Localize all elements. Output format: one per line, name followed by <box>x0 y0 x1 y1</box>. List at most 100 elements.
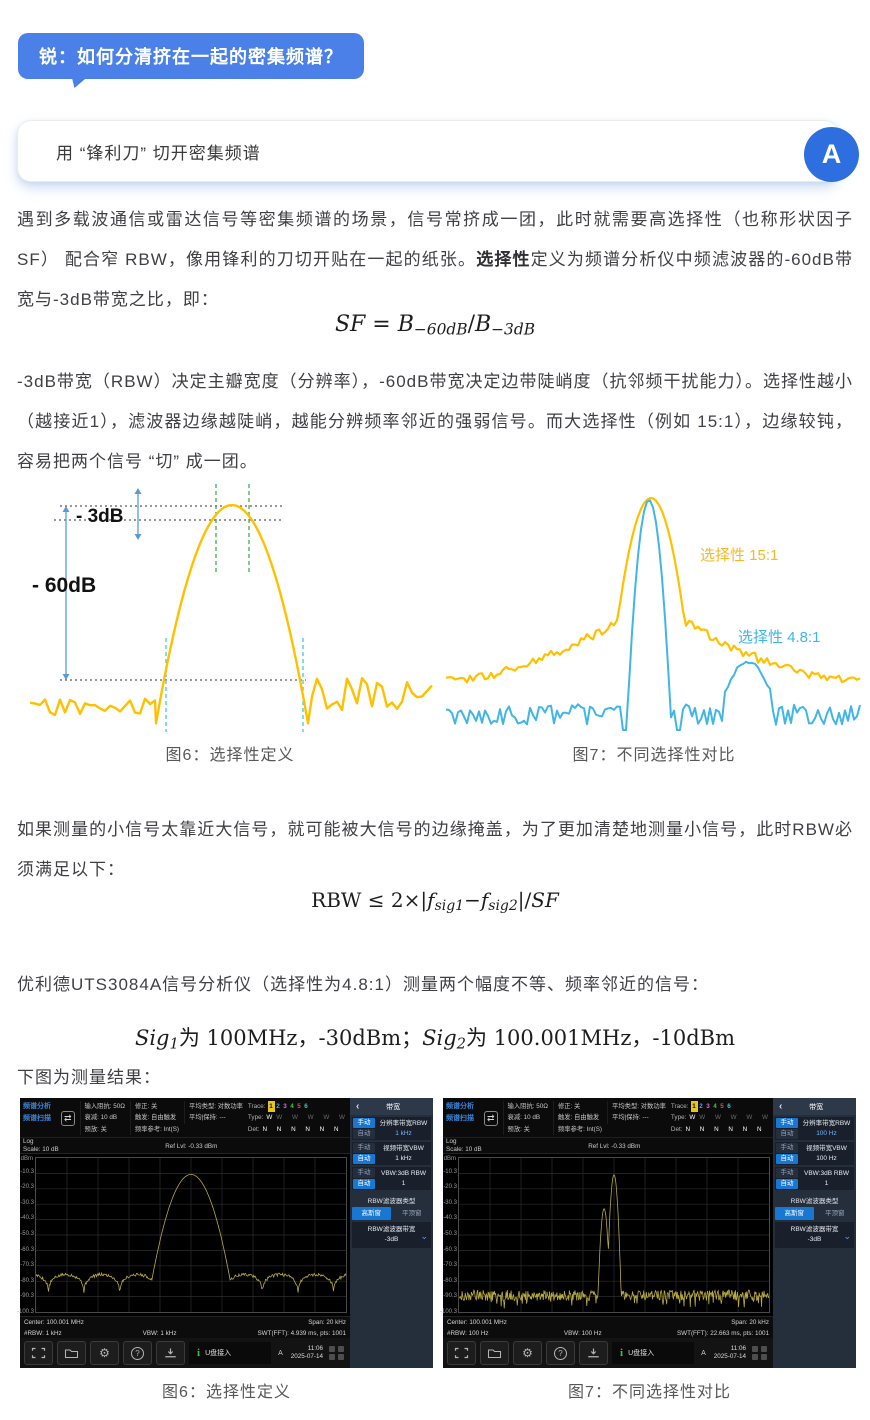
ref-level: Ref Lvl: -0.33 dBm <box>165 1143 218 1150</box>
menu-row-ratio: 手动 自动 VBW:3dB RBW 1 <box>775 1167 854 1190</box>
vbw-readout: VBW: 1 kHz <box>142 1329 177 1337</box>
y-axis-tick: -20.3 <box>443 1184 457 1191</box>
menu-label: 分辨率带宽RBW <box>802 1120 851 1127</box>
menu-value: 1 kHz <box>395 1155 412 1163</box>
figure-7-caption: 图7：不同选择性对比 <box>572 747 736 764</box>
help-icon[interactable]: ? <box>123 1341 152 1365</box>
status-bar: 频谱分析 频谱扫描 ⇄ 输入阻抗: 50Ω 衰减: 10 dB 预放: 关 修正: … <box>20 1098 350 1138</box>
vbw-readout: VBW: 100 Hz <box>563 1329 602 1337</box>
help-icon[interactable]: ? <box>546 1341 575 1365</box>
save-icon[interactable] <box>579 1341 608 1365</box>
vbw-auto-button[interactable]: 自动 <box>776 1154 798 1164</box>
filter-bw-value: -3dB <box>384 1236 399 1244</box>
ratio-auto-button[interactable]: 自动 <box>353 1179 375 1189</box>
back-icon[interactable]: ‹ <box>779 1101 783 1112</box>
filter-bw-value: -3dB <box>807 1236 822 1244</box>
vbw-manual-button[interactable]: 手动 <box>776 1143 798 1153</box>
y-axis-unit: dBm <box>443 1156 456 1162</box>
rbw-auto-button[interactable]: 自动 <box>776 1129 798 1139</box>
folder-icon[interactable] <box>480 1341 509 1365</box>
y-axis-tick: -70.3 <box>443 1262 457 1269</box>
filter-bandwidth-item[interactable]: RBW滤波器带宽 -3dB ⌄ <box>775 1222 854 1249</box>
back-icon[interactable]: ‹ <box>356 1101 360 1112</box>
y-axis-tick: -100.3 <box>439 1309 457 1315</box>
vbw-auto-button[interactable]: 自动 <box>353 1154 375 1164</box>
mode-line-2: 频谱扫描 <box>446 1114 474 1122</box>
filter-type-label: RBW滤波器类型 <box>367 1198 416 1205</box>
trace-status-block: Trace: 1 2 3 4 5 6 Type: WW W W W W Det: N N N N… <box>670 1101 772 1133</box>
filter-bw-label: RBW滤波器带宽 <box>790 1226 839 1233</box>
input-status-column: 输入阻抗: 50Ω 衰减: 10 dB 预放: 关 <box>79 1101 125 1135</box>
screenshot-right-caption: 图7：不同选择性对比 <box>568 1384 731 1401</box>
settings-gear-icon[interactable]: ⚙ <box>90 1341 119 1365</box>
trigger-status-column: 修正: 关触发: 自由触发 频率参考: Int(S) <box>129 1101 179 1135</box>
menu-label: 视频带宽VBW <box>383 1145 424 1152</box>
chevron-down-icon: ⌄ <box>420 1231 428 1241</box>
settings-gear-icon[interactable]: ⚙ <box>513 1341 542 1365</box>
sweep-time: SWT(FFT): 4.939 ms, pts: 1001 <box>257 1329 346 1337</box>
continuous-sweep-icon[interactable]: ⇄ <box>61 1111 75 1126</box>
menu-row-ratio: 手动 自动 VBW:3dB RBW 1 <box>352 1167 431 1190</box>
legend-selectivity-4-8: 选择性 4.8:1 <box>738 629 821 646</box>
trace-plot <box>36 1158 346 1312</box>
sweep-info-bar: Center: 100.001 MHz Span: 20 kHz #RBW: 1 … <box>20 1316 350 1338</box>
formula-rbw-condition: RBW ≤ 2×|fsig1−fsig2|/SF <box>311 888 559 915</box>
mode-label: 频谱分析 频谱扫描 <box>446 1101 479 1125</box>
y-axis-tick: -60.3 <box>20 1246 34 1253</box>
menu-value: 100 Hz <box>816 1155 837 1163</box>
rbw-manual-button[interactable]: 手动 <box>353 1118 375 1128</box>
vbw-manual-button[interactable]: 手动 <box>353 1143 375 1153</box>
rbw-manual-button[interactable]: 手动 <box>776 1118 798 1128</box>
y-axis-unit: dBm <box>20 1156 33 1162</box>
ratio-manual-button[interactable]: 手动 <box>353 1168 375 1178</box>
usb-status: i U盘接入 <box>189 1342 272 1364</box>
paragraph-5: 下图为测量结果： <box>17 1068 161 1087</box>
trace-plot <box>459 1158 769 1312</box>
y-axis-tick: -20.3 <box>20 1184 34 1191</box>
question-box: 用 “锋利刀” 切开密集频谱 <box>17 120 839 182</box>
menu-label: VBW:3dB RBW <box>803 1170 850 1177</box>
menu-value: 1 <box>824 1180 829 1188</box>
continuous-sweep-icon[interactable]: ⇄ <box>484 1111 498 1126</box>
gaussian-window-button[interactable]: 高斯窗 <box>352 1207 391 1220</box>
filter-bandwidth-item[interactable]: RBW滤波器带宽 -3dB ⌄ <box>352 1222 431 1249</box>
folder-icon[interactable] <box>57 1341 86 1365</box>
menu-label: VBW:3dB RBW <box>380 1170 427 1177</box>
center-freq: Center: 100.001 MHz <box>447 1319 507 1326</box>
menu-row-vbw: 手动 自动 视频带宽VBW 1 kHz <box>352 1142 431 1165</box>
average-status-column: 平均类型: 对数功率 平均|保持: --- <box>607 1101 666 1124</box>
flattop-window-button[interactable]: 平顶窗 <box>815 1207 854 1220</box>
ratio-manual-button[interactable]: 手动 <box>776 1168 798 1178</box>
span: Span: 20 kHz <box>731 1319 769 1326</box>
screenshot-icon[interactable] <box>24 1341 53 1365</box>
y-axis-tick: -80.3 <box>443 1277 457 1284</box>
formula-shape-factor: SF = B−60dB/B−3dB <box>334 312 536 339</box>
question-text: 用 “锋利刀” 切开密集频谱 <box>56 143 261 163</box>
span: Span: 20 kHz <box>308 1319 346 1326</box>
status-icons <box>752 1346 768 1360</box>
scale-row: Log Scale: 10 dB Ref Lvl: -0.33 dBm <box>20 1138 350 1154</box>
figure-6-plot <box>29 484 433 732</box>
save-icon[interactable] <box>156 1341 185 1365</box>
analyzer-main-area: 频谱分析 频谱扫描 ⇄ 输入阻抗: 50Ω 衰减: 10 dB 预放: 关 修正: … <box>17 1098 350 1368</box>
menu-title: 带宽 <box>809 1103 824 1111</box>
bandwidth-menu-panel: ‹ 带宽 手动 自动 分辨率带宽RBW 1 kHz 手动 自动 视频带宽VBW 1 kHz… <box>350 1098 433 1368</box>
mode-line-1: 频谱分析 <box>446 1103 474 1110</box>
y-axis-tick: -90.3 <box>443 1293 457 1300</box>
gaussian-window-button[interactable]: 高斯窗 <box>775 1207 814 1220</box>
ratio-auto-button[interactable]: 自动 <box>776 1179 798 1189</box>
menu-row-rbw: 手动 自动 分辨率带宽RBW 100 Hz <box>775 1117 854 1140</box>
status-bar: 频谱分析 频谱扫描 ⇄ 输入阻抗: 50Ω 衰减: 10 dB 预放: 关 修正: … <box>443 1098 773 1138</box>
flattop-window-button[interactable]: 平顶窗 <box>392 1207 431 1220</box>
usb-status: i U盘接入 <box>612 1342 695 1364</box>
sweep-info-bar: Center: 100.001 MHz Span: 20 kHz #RBW: 10… <box>443 1316 773 1338</box>
corner-indicator: A <box>278 1349 283 1357</box>
y-axis-labels: dBm -10.3 -20.3 -30.3 -40.3 -50.3 -60.3 -70.3 -… <box>439 1156 458 1315</box>
trace-status-block: Trace: 1 2 3 4 5 6 Type: WW W W W W Det: N N N N… <box>247 1101 349 1133</box>
screenshot-icon[interactable] <box>447 1341 476 1365</box>
figure-7-plot <box>445 497 861 731</box>
toolbar: ⚙ ? i U盘接入 A 11:06 2025-07-14 <box>20 1338 350 1368</box>
rbw-auto-button[interactable]: 自动 <box>353 1129 375 1139</box>
menu-label: 视频带宽VBW <box>806 1145 847 1152</box>
screenshot-left-caption: 图6：选择性定义 <box>162 1384 291 1401</box>
